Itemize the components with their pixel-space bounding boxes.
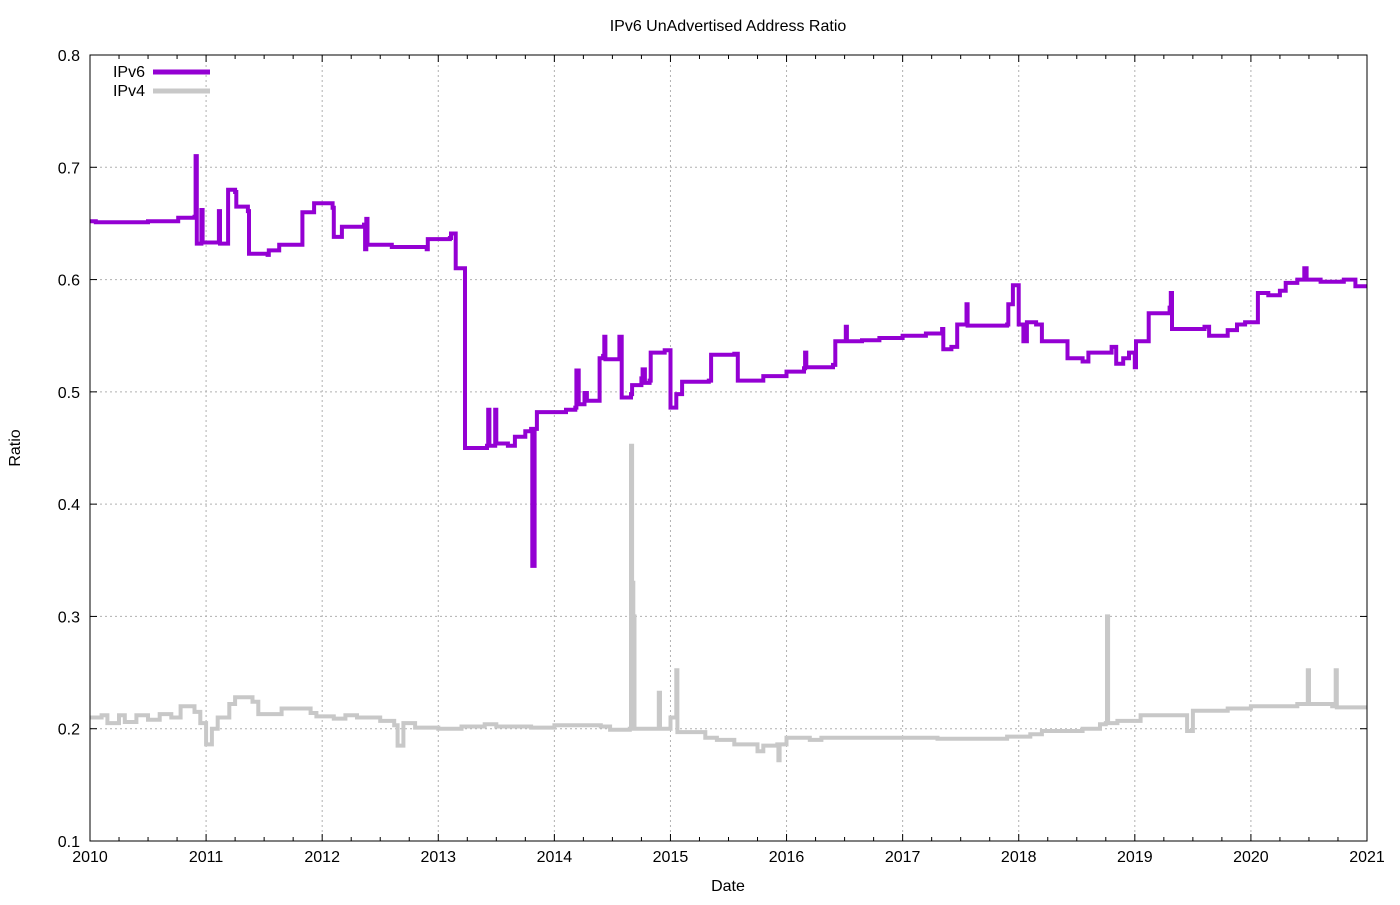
y-tick-label: 0.1 xyxy=(58,834,80,851)
y-tick-label: 0.7 xyxy=(58,160,80,177)
legend-label-ipv4: IPv4 xyxy=(113,83,145,100)
x-tick-label: 2019 xyxy=(1117,849,1153,866)
x-tick-label: 2016 xyxy=(769,849,805,866)
y-tick-label: 0.2 xyxy=(58,722,80,739)
series-line-ipv6 xyxy=(90,154,1367,568)
y-tick-label: 0.8 xyxy=(58,48,80,65)
x-tick-label: 2018 xyxy=(1001,849,1037,866)
x-tick-label: 2012 xyxy=(304,849,340,866)
y-tick-label: 0.6 xyxy=(58,273,80,290)
y-tick-label: 0.4 xyxy=(58,497,80,514)
plot-frame xyxy=(89,54,1368,842)
x-tick-label: 2021 xyxy=(1349,849,1385,866)
grid xyxy=(90,55,1367,841)
legend: IPv6 IPv4 xyxy=(113,64,210,100)
chart-title: IPv6 UnAdvertised Address Ratio xyxy=(610,18,847,35)
ticks: 2010 2011 2012 2013 2014 2015 2016 2017 2018 2019… xyxy=(58,48,1385,866)
series-lines xyxy=(90,154,1367,763)
series-line-ipv4 xyxy=(90,443,1367,763)
x-tick-label: 2010 xyxy=(72,849,108,866)
x-tick-label: 2015 xyxy=(653,849,689,866)
x-tick-label: 2014 xyxy=(537,849,573,866)
x-tick-label: 2011 xyxy=(189,849,224,866)
y-tick-label: 0.5 xyxy=(58,385,80,402)
x-tick-label: 2020 xyxy=(1233,849,1269,866)
y-tick-label: 0.3 xyxy=(58,609,80,626)
y-axis-label: Ratio xyxy=(7,429,24,466)
x-axis-label: Date xyxy=(711,878,745,895)
legend-label-ipv6: IPv6 xyxy=(113,64,145,81)
x-tick-label: 2013 xyxy=(420,849,456,866)
x-tick-label: 2017 xyxy=(885,849,921,866)
